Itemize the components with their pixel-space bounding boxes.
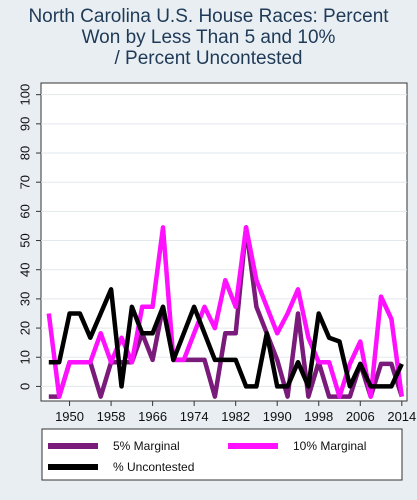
y-tick-label: 30 [18,292,33,306]
y-tick-label: 70 [18,175,33,189]
y-tick-label: 90 [18,117,33,131]
legend-label-0: 5% Marginal [113,439,180,453]
y-tick-label: 80 [18,146,33,160]
y-tick-label: 20 [18,321,33,335]
series-line-0 [48,225,404,399]
x-tick-label: 1974 [180,409,209,424]
x-tick-label: 1966 [138,409,167,424]
series-lines [46,225,405,399]
x-tick-label: 1950 [55,409,84,424]
legend-label-2: % Uncontested [113,460,194,474]
legend-label-1: 10% Marginal [293,439,366,453]
chart-title-line-1: North Carolina U.S. House Races: Percent [28,6,389,27]
legend: 5% Marginal 10% Marginal % Uncontested [41,428,403,481]
series-line-2 [48,287,404,389]
chart-title-line-3: / Percent Uncontested [114,48,303,69]
y-tick-label: 50 [18,233,33,247]
chart-title: North Carolina U.S. House Races: Percent… [0,6,417,69]
x-tick-label: 1958 [97,409,126,424]
y-tick-label: 60 [18,204,33,218]
y-tick-label: 40 [18,262,33,276]
legend-box [41,428,403,481]
y-tick-label: 0 [18,383,33,390]
y-tick-label: 10 [18,350,33,364]
grid-lines [41,94,407,387]
y-tick-label: 100 [18,84,33,106]
x-tick-label: 1998 [304,409,333,424]
x-tick-label: 1982 [221,409,250,424]
x-tick-label: 2006 [346,409,375,424]
x-tick-label: 1990 [263,409,292,424]
series-line-1 [46,225,405,399]
chart-title-line-2: Won by Less Than 5 and 10% [81,27,336,48]
axes: 0 10 20 30 40 50 60 70 80 90 100 1950 1958 1966 1974 19… [18,84,417,424]
x-tick-label: 2014 [387,409,416,424]
